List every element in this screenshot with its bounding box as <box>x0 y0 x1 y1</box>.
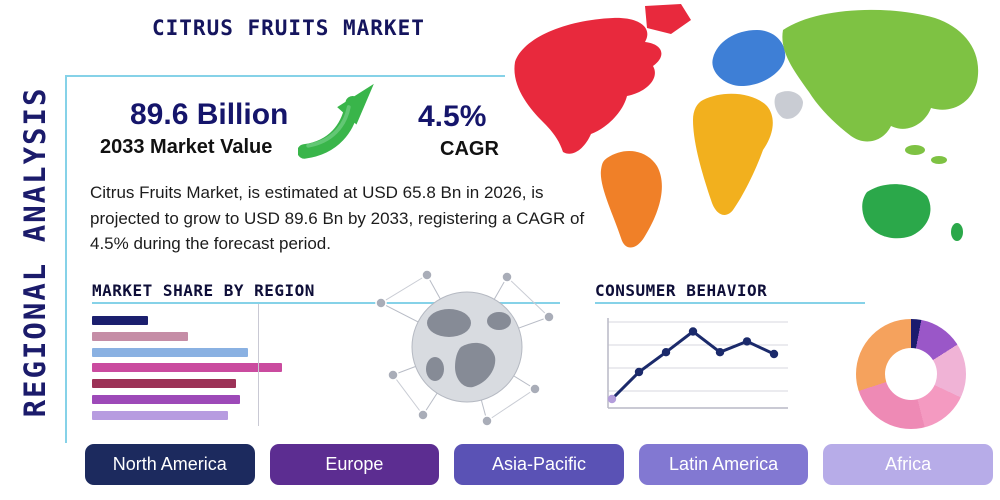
map-greenland <box>645 4 691 34</box>
region-button-latin-america[interactable]: Latin America <box>638 444 809 485</box>
map-asia <box>782 9 979 142</box>
map-south-america <box>600 151 662 248</box>
line-point <box>607 394 617 404</box>
cagr-stat: 4.5% <box>418 100 487 133</box>
market-share-heading: MARKET SHARE BY REGION <box>92 281 315 300</box>
bar-segment <box>92 347 248 357</box>
bar-segment <box>92 410 228 420</box>
region-button-north-america[interactable]: North America <box>85 444 255 485</box>
consumer-behavior-heading: CONSUMER BEHAVIOR <box>595 281 768 300</box>
map-north-america <box>514 17 662 154</box>
bar-segment <box>92 363 282 373</box>
vertical-regional-analysis-label: REGIONAL ANALYSIS <box>18 86 52 418</box>
bar-chart-gridline <box>258 304 259 426</box>
bar-segment <box>92 316 148 325</box>
donut-hole <box>885 348 937 400</box>
line-point <box>769 349 779 359</box>
line-point <box>688 327 698 336</box>
line-point <box>634 367 644 377</box>
region-button-africa[interactable]: Africa <box>823 444 993 485</box>
bar-segment <box>92 331 188 341</box>
line-point <box>742 337 752 346</box>
map-africa <box>693 93 773 215</box>
map-australia <box>862 184 931 239</box>
market-value-stat: 89.6 Billion <box>130 98 289 131</box>
market-value-label: 2033 Market Value <box>100 136 273 158</box>
line-chart-svg <box>607 318 788 409</box>
page-title: CITRUS FRUITS MARKET <box>152 16 425 40</box>
map-europe <box>712 30 786 86</box>
growth-arrow-icon <box>298 83 374 159</box>
consumer-behavior-underline <box>595 302 865 304</box>
region-button-asia-pacific[interactable]: Asia-Pacific <box>454 444 624 485</box>
market-description: Citrus Fruits Market, is estimated at US… <box>90 183 585 253</box>
line-point <box>661 348 671 357</box>
donut-chart-wrap <box>856 319 966 429</box>
cagr-label: CAGR <box>440 138 499 160</box>
bar-chart <box>92 316 292 420</box>
market-share-underline <box>92 302 560 304</box>
line-point <box>715 348 725 357</box>
map-new-zealand <box>951 223 963 241</box>
map-middle-east <box>774 91 803 119</box>
content-frame <box>65 75 505 443</box>
map-sea-islands <box>931 156 947 164</box>
bar-segment <box>92 395 240 405</box>
region-button-europe[interactable]: Europe <box>269 444 440 485</box>
globe-network-graphic <box>375 269 555 427</box>
map-sea-islands <box>905 145 925 155</box>
world-map <box>514 4 979 248</box>
region-buttons: North America Europe Asia-Pacific Latin Ame… <box>85 444 993 485</box>
bar-segment <box>92 379 236 389</box>
